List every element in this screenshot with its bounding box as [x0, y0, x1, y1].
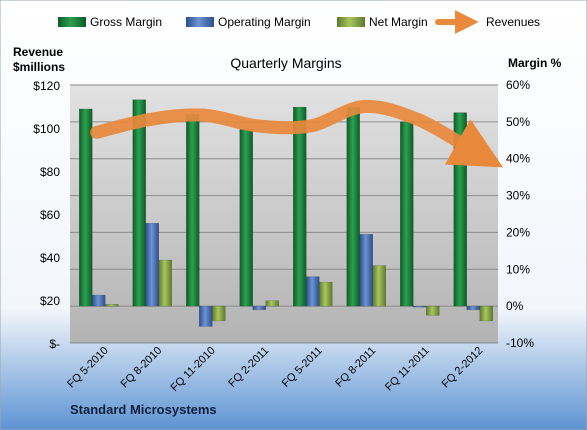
revenue-point-fq-8-2011 [362, 105, 366, 109]
revenue-point-fq-5-2011 [309, 124, 313, 128]
legend-item-operating-margin: Operating Margin [186, 15, 311, 29]
bars-layer [79, 99, 493, 327]
bar-operating-margin-fq-2-2011 [252, 305, 266, 311]
legend-swatch-net-margin [337, 17, 365, 27]
legend-label-revenues: Revenues [486, 15, 540, 29]
chart-title: Quarterly Margins [230, 55, 341, 71]
bar-operating-margin-fq-2-2012 [466, 305, 480, 311]
left-tick-label: $120 [33, 79, 60, 93]
left-axis-title-line2: $millions [13, 60, 65, 74]
right-tick-label: -10% [506, 336, 534, 350]
bar-gross-margin-fq-5-2010 [79, 108, 93, 307]
revenue-line-layer [90, 99, 503, 168]
right-tick-label: 20% [506, 225, 530, 239]
revenue-point-fq-11-2010 [202, 113, 206, 117]
legend-swatch-operating-margin [186, 17, 214, 27]
bar-operating-margin-fq-8-2011 [359, 234, 373, 307]
legend-item-gross-margin: Gross Margin [58, 15, 162, 29]
left-tick-label: $60 [40, 208, 60, 222]
bar-gross-margin-fq-8-2011 [346, 106, 360, 307]
left-tick-labels: $- $20 $40 $60 $80 $100 $120 [33, 79, 60, 351]
left-tick-label: $80 [40, 165, 60, 179]
bar-gross-margin-fq-11-2010 [186, 114, 200, 307]
bar-operating-margin-fq-5-2011 [306, 276, 320, 307]
revenue-line [90, 99, 503, 168]
left-tick-label: $- [49, 337, 60, 351]
left-tick-label: $100 [33, 122, 60, 136]
left-axis-title-line1: Revenue [13, 45, 63, 59]
left-tick-label: $20 [40, 294, 60, 308]
right-tick-label: 50% [506, 115, 530, 129]
right-tick-label: 40% [506, 152, 530, 166]
revenue-point-fq-11-2011 [416, 117, 420, 121]
bar-gross-margin-fq-8-2010 [132, 99, 146, 307]
legend-item-net-margin: Net Margin [337, 15, 428, 29]
right-axis-title: Margin % [508, 56, 562, 70]
legend: Gross Margin Operating Margin Net Margin… [58, 10, 540, 34]
bar-net-margin-fq-5-2011 [319, 281, 333, 307]
bar-net-margin-fq-2-2012 [479, 305, 493, 322]
revenue-point-fq-2-2011 [255, 124, 259, 128]
bar-operating-margin-fq-5-2010 [92, 294, 106, 307]
legend-swatch-gross-margin [58, 17, 86, 27]
bar-gross-margin-fq-5-2011 [293, 106, 307, 307]
bar-operating-margin-fq-11-2011 [413, 305, 427, 308]
left-tick-label: $40 [40, 251, 60, 265]
footer-company: Standard Microsystems [70, 402, 217, 417]
legend-label-net-margin: Net Margin [369, 15, 428, 29]
bar-operating-margin-fq-11-2010 [199, 305, 213, 327]
legend-label-gross-margin: Gross Margin [90, 15, 162, 29]
legend-label-operating-margin: Operating Margin [218, 15, 311, 29]
bar-net-margin-fq-2-2011 [265, 300, 279, 307]
right-tick-label: 10% [506, 262, 530, 276]
bar-operating-margin-fq-8-2010 [145, 222, 159, 307]
right-tick-label: 0% [506, 299, 524, 313]
bar-gross-margin-fq-2-2011 [239, 128, 253, 307]
right-tick-labels: -10% 0% 10% 20% 30% 40% 50% 60% [506, 78, 534, 350]
right-tick-label: 30% [506, 189, 530, 203]
legend-item-revenues: Revenues [435, 10, 540, 34]
revenue-point-fq-2-2012 [469, 148, 473, 152]
revenue-point-fq-8-2010 [148, 117, 152, 121]
right-tick-label: 60% [506, 78, 530, 92]
bar-gross-margin-fq-11-2011 [400, 121, 414, 307]
bar-net-margin-fq-5-2010 [105, 304, 119, 307]
bar-net-margin-fq-11-2011 [426, 305, 440, 316]
bar-net-margin-fq-8-2011 [372, 265, 386, 307]
revenue-point-fq-5-2010 [95, 130, 99, 134]
bar-net-margin-fq-11-2010 [212, 305, 226, 322]
bar-net-margin-fq-8-2010 [158, 259, 172, 307]
